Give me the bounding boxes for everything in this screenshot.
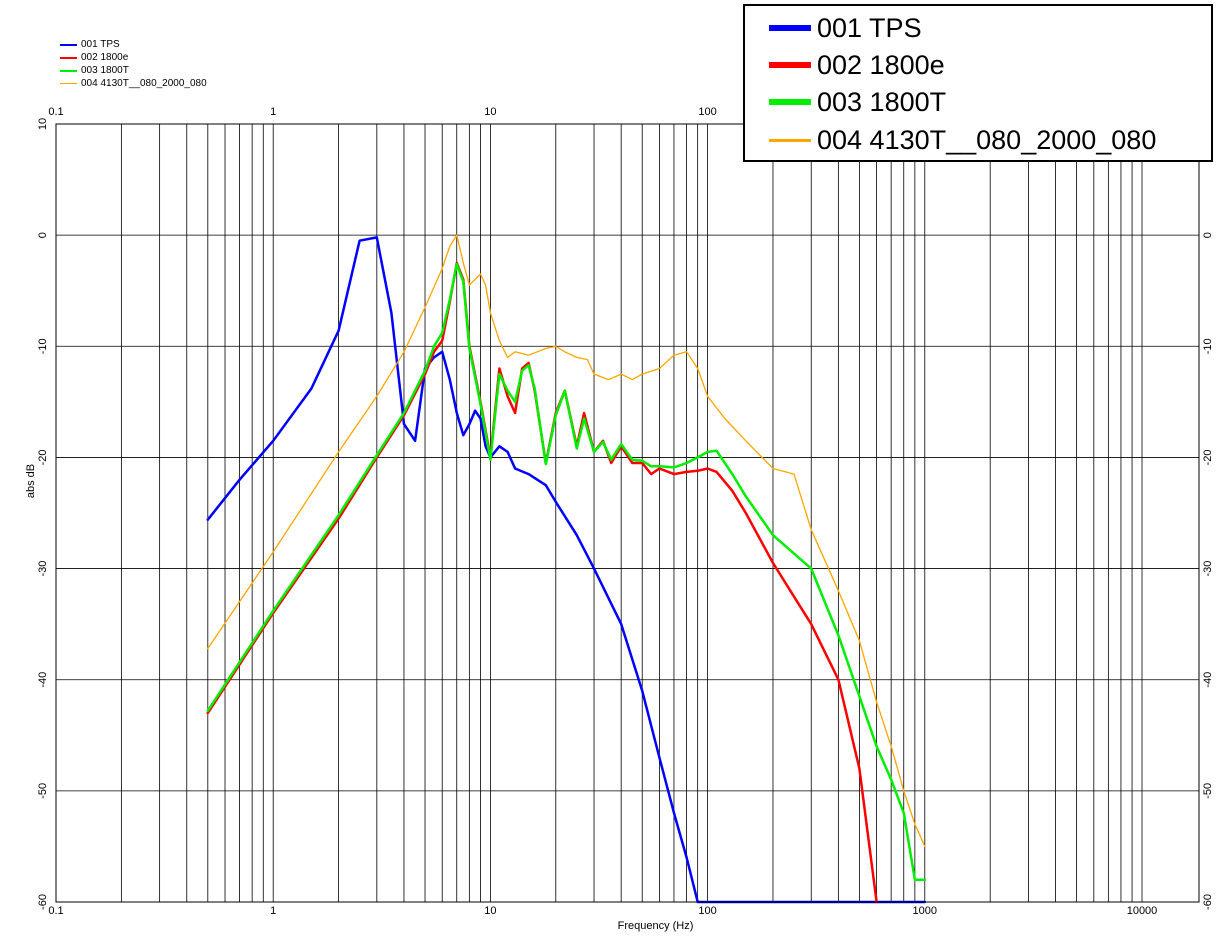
legend-item: 004 4130T__080_2000_080 [769,122,1156,158]
x-tick-label-bottom: 10 [484,905,496,917]
legend-small-swatch [60,43,77,46]
y-tick-label-left: -20 [37,449,49,465]
x-tick-label-bottom: 10000 [1127,905,1158,917]
legend-small-label: 004 4130T__080_2000_080 [81,78,207,89]
legend-small-swatch [60,83,77,84]
legend-small: 001 TPS 002 1800e 003 1800T 004 4130T__0… [60,38,207,90]
legend-small-label: 001 TPS [81,39,120,50]
x-tick-label-bottom: 100 [698,905,716,917]
legend-label: 004 4130T__080_2000_080 [817,124,1157,155]
y-tick-label-right: -50 [1202,783,1214,799]
legend-small-item: 004 4130T__080_2000_080 [60,77,207,90]
legend: 001 TPS 002 1800e 003 1800T 004 4130T__0… [743,4,1213,162]
legend-label: 001 TPS [817,12,922,43]
y-axis-label: abs dB [25,464,37,498]
y-tick-label-right: -20 [1202,449,1214,465]
y-tick-label-left: -10 [37,338,49,354]
legend-small-item: 003 1800T [60,64,207,77]
y-tick-label-right: -40 [1202,672,1214,688]
legend-small-item: 001 TPS [60,38,207,51]
legend-item: 001 TPS [769,10,922,46]
y-tick-label-right: -10 [1202,338,1214,354]
legend-item: 002 1800e [769,47,945,83]
x-tick-label-bottom: 1 [270,905,276,917]
legend-swatch [769,138,811,142]
legend-small-label: 003 1800T [81,65,129,76]
x-axis-label: Frequency (Hz) [618,920,694,932]
y-tick-label-right: -30 [1202,561,1214,577]
legend-small-item: 002 1800e [60,51,207,64]
x-tick-label-top: 1 [270,106,276,118]
plot-frame [55,123,1200,903]
series-lines [206,234,927,904]
legend-swatch [769,25,811,31]
legend-swatch [769,99,811,105]
grid [56,124,1199,902]
legend-label: 002 1800e [817,49,945,80]
y-tick-label-right: -60 [1202,894,1214,910]
x-tick-label-bottom: 1000 [913,905,937,917]
series-line-4 [207,234,926,848]
y-tick-label-left: -50 [37,783,49,799]
legend-label: 003 1800T [817,86,947,117]
x-tick-label-bottom: 0.1 [48,905,63,917]
y-tick-label-left: 10 [37,118,49,130]
y-tick-label-left: -30 [37,561,49,577]
legend-item: 003 1800T [769,84,946,120]
legend-swatch [769,62,811,68]
legend-small-label: 002 1800e [81,52,129,63]
y-tick-label-left: -60 [37,894,49,910]
series-line-2 [206,261,878,904]
y-tick-label-left: -40 [37,672,49,688]
series-line-1 [206,236,927,904]
series-line-3 [206,262,927,882]
y-tick-label-right: 0 [1202,232,1214,238]
x-tick-label-top: 100 [698,106,716,118]
legend-small-swatch [60,56,77,59]
legend-small-swatch [60,69,77,72]
x-tick-label-top: 10 [484,106,496,118]
y-tick-label-left: 0 [37,232,49,238]
x-tick-label-top: 0.1 [48,106,63,118]
